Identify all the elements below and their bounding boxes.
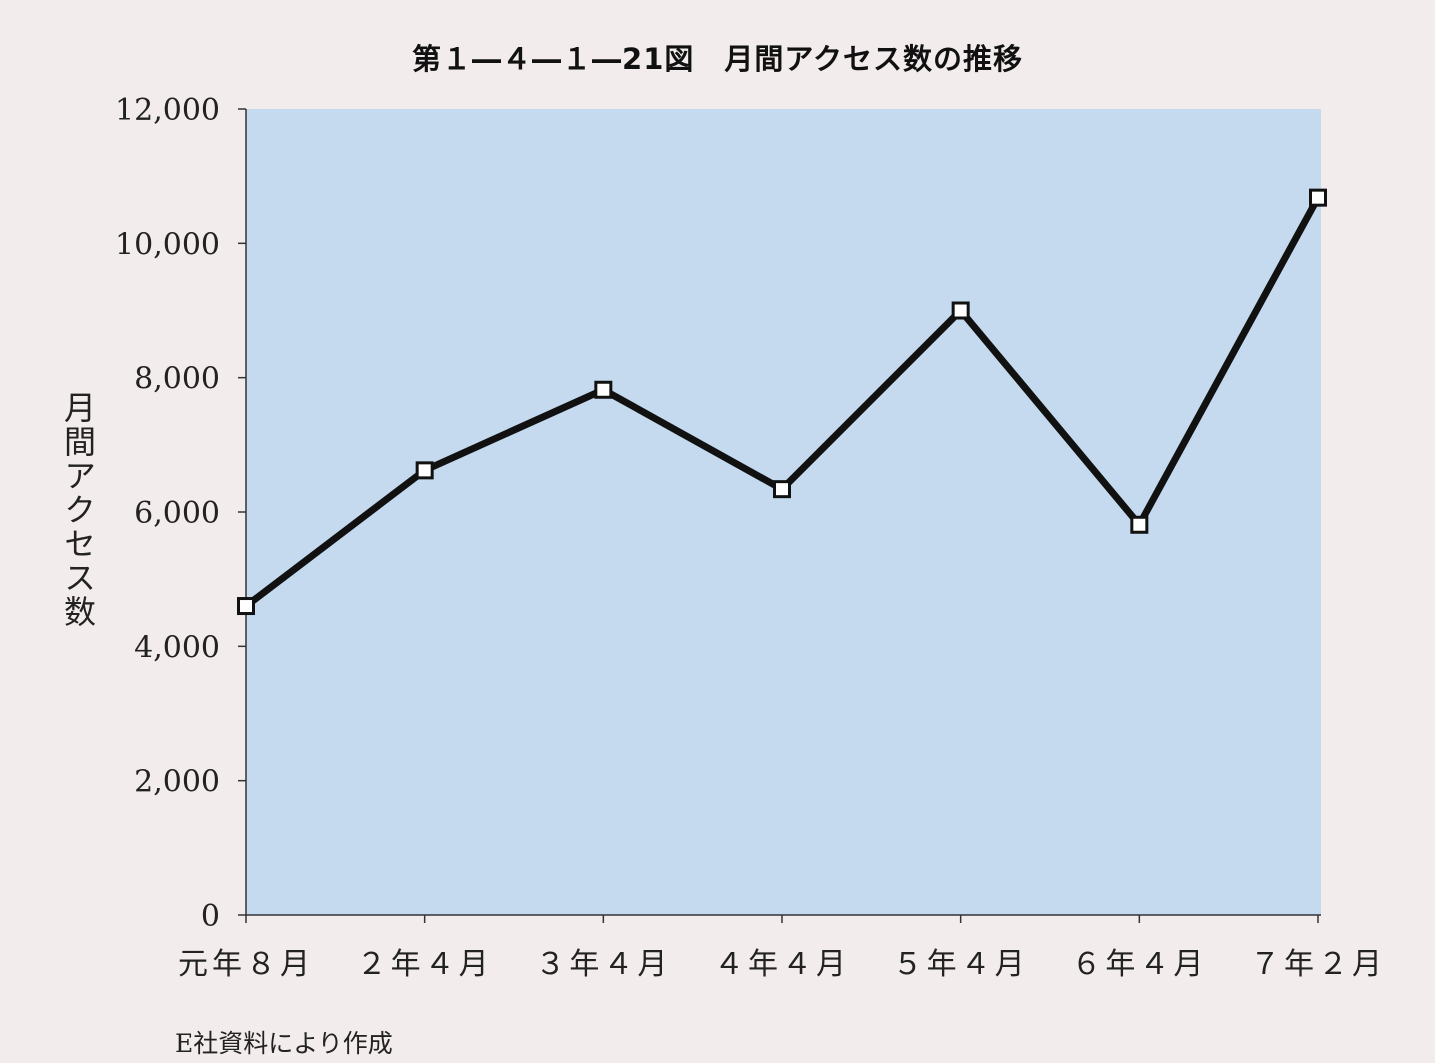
y-tick-label: 8,000 — [134, 362, 220, 397]
data-point-marker — [1309, 188, 1327, 207]
plot-area — [246, 109, 1321, 915]
source-note: E社資料により作成 — [175, 1029, 393, 1058]
y-tick-label: 10,000 — [115, 227, 220, 262]
data-point-marker — [594, 380, 613, 399]
y-tick-label: 4,000 — [134, 630, 220, 665]
x-tick-label: ７年２月 — [1250, 947, 1386, 982]
y-tick-label: 6,000 — [134, 496, 220, 531]
y-tick-label: 0 — [201, 899, 220, 934]
x-tick-label: ４年４月 — [714, 947, 850, 982]
data-point-marker — [237, 597, 255, 616]
x-axis-ticks: 元年８月 ２年４月 ３年４月 ４年４月 ５年４月 ６年４月 ７年２月 — [178, 915, 1386, 982]
x-tick-label: ３年４月 — [535, 947, 671, 982]
data-point-marker — [951, 301, 970, 320]
data-point-marker — [415, 461, 434, 480]
y-tick-label: 12,000 — [115, 93, 220, 128]
y-axis-ticks: 0 2,000 4,000 6,000 8,000 10,000 12,000 — [115, 93, 246, 934]
x-tick-label: ２年４月 — [357, 947, 493, 982]
x-tick-label: ５年４月 — [893, 947, 1029, 982]
data-point-marker — [773, 480, 791, 499]
markers-layer — [237, 188, 1327, 616]
data-point-marker — [1130, 515, 1149, 534]
chart-title: 第１―４―１―21図 月間アクセス数の推移 — [412, 42, 1023, 76]
x-tick-label: 元年８月 — [178, 947, 314, 982]
y-axis-title: 月間アクセス数 — [59, 391, 97, 629]
x-tick-label: ６年４月 — [1071, 947, 1207, 982]
y-tick-label: 2,000 — [134, 765, 220, 800]
